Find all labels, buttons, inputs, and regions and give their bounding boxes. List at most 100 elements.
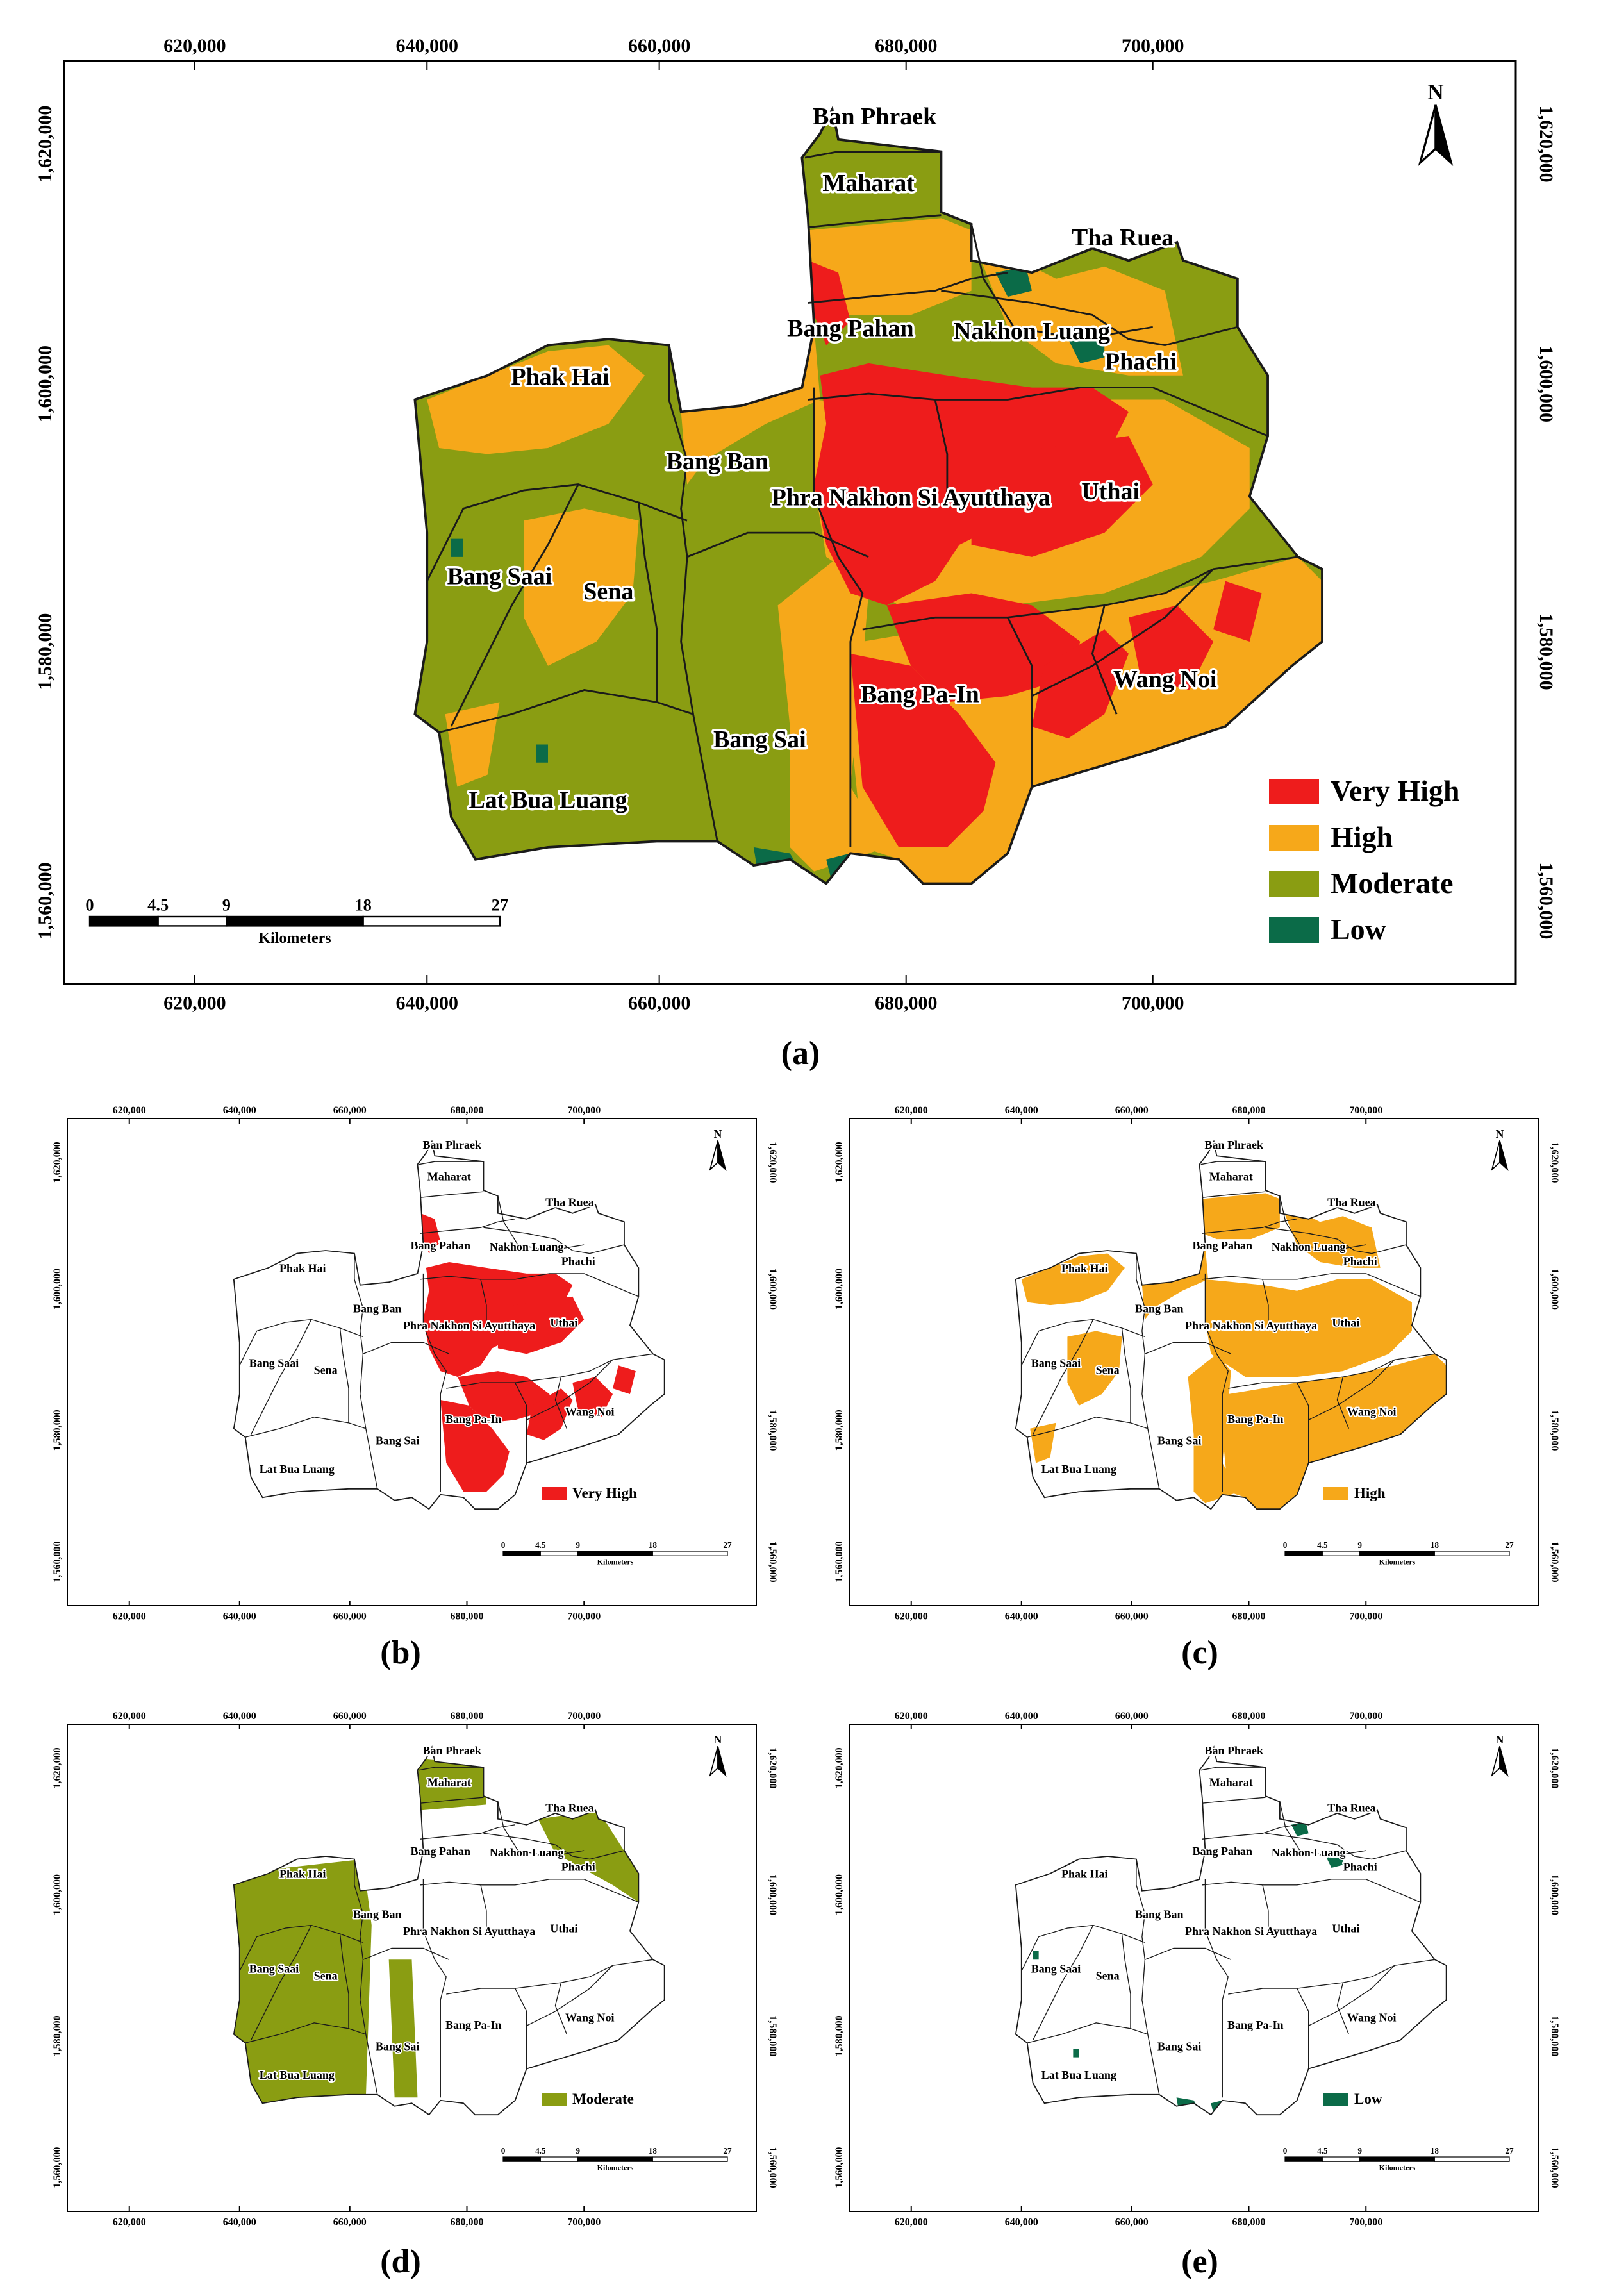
scale-tick: 0 [1283,2146,1288,2156]
district-label: Bang Pa-In [861,681,979,708]
moderate-zone [538,1810,639,1902]
district-boundary [680,556,718,842]
x-tick-top: 680,000 [875,35,938,56]
district-boundary [497,1801,585,1857]
map-body [1015,1140,1447,1510]
scale-bar-segment [1434,1551,1510,1556]
low-zone [1291,1822,1309,1836]
district-boundary [363,1947,450,1960]
district-boundary [1228,1959,1435,1995]
scale-tick: 9 [1357,1540,1362,1550]
legend-label: Moderate [1331,867,1454,899]
x-tick-bottom: 700,000 [1122,993,1184,1014]
district-boundary [638,502,658,703]
legend-swatch [1269,917,1319,943]
district-boundary [1297,1988,1309,2069]
district-label: Ban Phraek [1204,1744,1263,1757]
scale-tick: 0 [85,895,94,914]
scale-tick: 27 [492,895,508,914]
x-tick-top: 620,000 [895,1105,928,1116]
district-label: Phachi [1343,1254,1377,1267]
district-boundary [1091,605,1118,715]
x-tick-bottom: 680,000 [1232,2217,1266,2228]
district-label: Sena [583,578,633,605]
district-label: Bang Saai [447,563,552,590]
scale-bar-segment [577,1551,653,1556]
district-boundary [941,290,1238,347]
scale-tick: 27 [1505,2146,1514,2156]
scale-bar-segment [1322,1551,1361,1556]
district-label: Lat Bua Luang [1041,2068,1116,2081]
district-label: Bang Pahan [411,1239,471,1252]
district-label: Lat Bua Luang [1041,1463,1116,1476]
x-tick-top: 660,000 [628,35,691,56]
district-boundary [1145,1342,1232,1354]
district-label: Tha Ruea [1327,1802,1376,1815]
x-tick-top: 700,000 [1349,1711,1382,1722]
district-boundary [1202,1273,1421,1297]
x-tick-bottom: 700,000 [567,2217,601,2228]
district-boundary [360,1959,378,2095]
district-label: Phra Nakhon Si Ayutthaya [403,1319,535,1332]
district-boundary [420,1797,484,1804]
district-boundary [1200,1161,1266,1165]
y-tick-left: 1,600,000 [834,1874,845,1915]
very-high-zone [808,260,850,345]
x-tick-top: 680,000 [1232,1711,1266,1722]
scale-tick: 9 [222,895,231,914]
north-label: N [714,1127,722,1140]
district-boundary [808,387,1268,437]
district-label: Ban Phraek [422,1744,481,1757]
district-boundary [422,1273,447,1492]
district-label: Uthai [1081,478,1140,505]
district-boundary [1006,617,1033,787]
y-tick-right: 1,620,000 [1549,1747,1560,1788]
scale-tick: 27 [723,1540,732,1550]
x-tick-top: 660,000 [333,1105,367,1116]
district-label: Phak Hai [511,363,609,390]
district-label: Bang Saai [249,1356,299,1369]
x-tick-bottom: 640,000 [396,993,459,1014]
district-boundary [1308,1359,1395,1420]
scale-bar-segment [540,1551,579,1556]
moderate-zone [388,1959,418,2098]
district-boundary [1202,1191,1266,1198]
scale-tick: 4.5 [1317,2146,1328,2156]
district-label: Bang Saai [249,1962,299,1975]
district-boundary [1262,1279,1269,1328]
district-boundary [245,2022,367,2043]
district-boundary [1297,1382,1309,1463]
scale-bar-segment [652,1551,728,1556]
x-tick-bottom: 680,000 [451,1611,484,1622]
x-tick-bottom: 680,000 [1232,1611,1266,1622]
map-body [233,1140,665,1510]
high-zone [1188,1354,1240,1504]
north-arrow-icon [717,1746,727,1777]
scale-tick: 0 [1283,1540,1288,1550]
district-label: Tha Ruea [1327,1196,1376,1209]
district-boundary [970,224,1153,340]
high-zone [1222,1354,1447,1510]
legend-label: High [1331,820,1393,853]
legend-label: Low [1354,2091,1382,2107]
scale-bar-segment [502,1551,541,1556]
scale-tick: 27 [1505,1540,1514,1550]
legend-swatch [1323,1487,1348,1500]
district-boundary [1265,1833,1407,1860]
legend-swatch [1269,779,1319,804]
x-tick-top: 700,000 [567,1105,601,1116]
district-boundary [668,345,688,558]
province-boundary [1015,1745,1447,2116]
legend-label: Moderate [572,2091,634,2107]
district-label: Maharat [427,1776,471,1788]
y-tick-left: 1,620,000 [35,106,56,183]
district-label: Maharat [1209,1170,1253,1183]
district-label: Wang Noi [1347,2011,1397,2024]
scale-bar-segment [1322,2156,1361,2162]
district-label: Phak Hai [279,1262,326,1275]
district-boundary [1145,1947,1232,1960]
x-tick-top: 620,000 [895,1711,928,1722]
district-boundary [1200,1767,1266,1771]
district-boundary [420,1879,639,1903]
district-label: Bang Sai [1157,1434,1202,1447]
